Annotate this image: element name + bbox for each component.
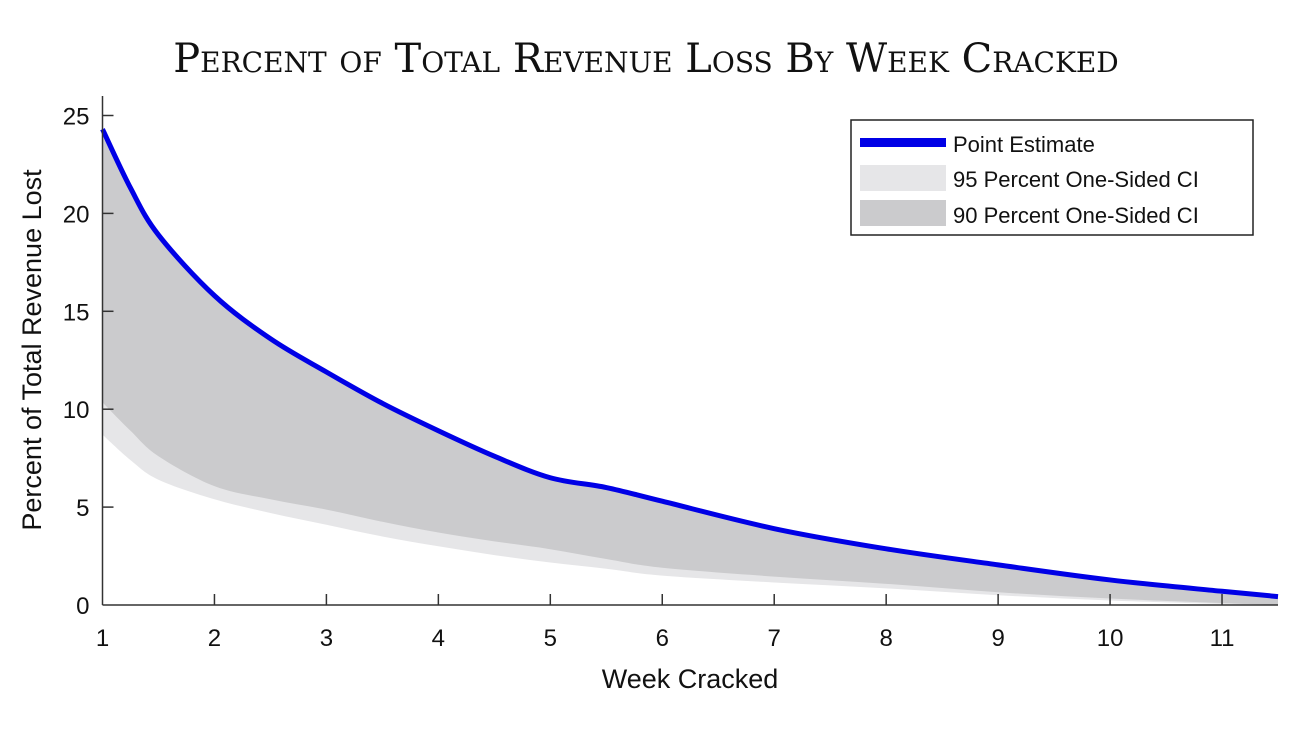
y-tick-label: 0 xyxy=(76,593,89,620)
y-tick-label: 5 xyxy=(76,495,89,522)
y-tick-label: 15 xyxy=(63,299,90,326)
axes: 1 2 3 4 5 6 7 8 9 10 11 0 5 10 15 20 25 xyxy=(63,96,1278,652)
legend-label-ci-90: 90 Percent One-Sided CI xyxy=(953,203,1199,228)
x-tick-label: 8 xyxy=(879,625,892,652)
x-tick-label: 3 xyxy=(320,625,333,652)
legend-swatch-ci-90 xyxy=(860,200,946,226)
ci-90-band xyxy=(102,129,1278,605)
legend-swatch-point-estimate xyxy=(860,138,946,147)
legend-label-point-estimate: Point Estimate xyxy=(953,132,1095,157)
x-tick-label: 11 xyxy=(1210,625,1235,652)
y-tick-label: 25 xyxy=(63,104,90,131)
x-axis-label: Week Cracked xyxy=(602,664,779,694)
x-tick-label: 5 xyxy=(544,625,557,652)
x-tick-label: 1 xyxy=(96,625,109,652)
x-tick-label: 7 xyxy=(768,625,781,652)
x-tick-label: 2 xyxy=(208,625,221,652)
point-estimate-line xyxy=(100,128,1279,600)
y-axis-label: Percent of Total Revenue Lost xyxy=(17,169,47,531)
x-tick-label: 6 xyxy=(656,625,669,652)
legend: Point Estimate 95 Percent One-Sided CI 9… xyxy=(850,119,1254,236)
legend-label-ci-95: 95 Percent One-Sided CI xyxy=(953,167,1199,192)
legend-swatch-ci-95 xyxy=(860,165,946,191)
x-tick-label: 10 xyxy=(1097,625,1124,652)
x-tick-label: 9 xyxy=(991,625,1004,652)
x-tick-label: 4 xyxy=(432,625,445,652)
chart-title: Percent of Total Revenue Loss By Week Cr… xyxy=(173,36,1119,82)
y-tick-label: 10 xyxy=(63,397,90,424)
plot-area xyxy=(100,128,1279,605)
y-tick-label: 20 xyxy=(63,201,90,228)
